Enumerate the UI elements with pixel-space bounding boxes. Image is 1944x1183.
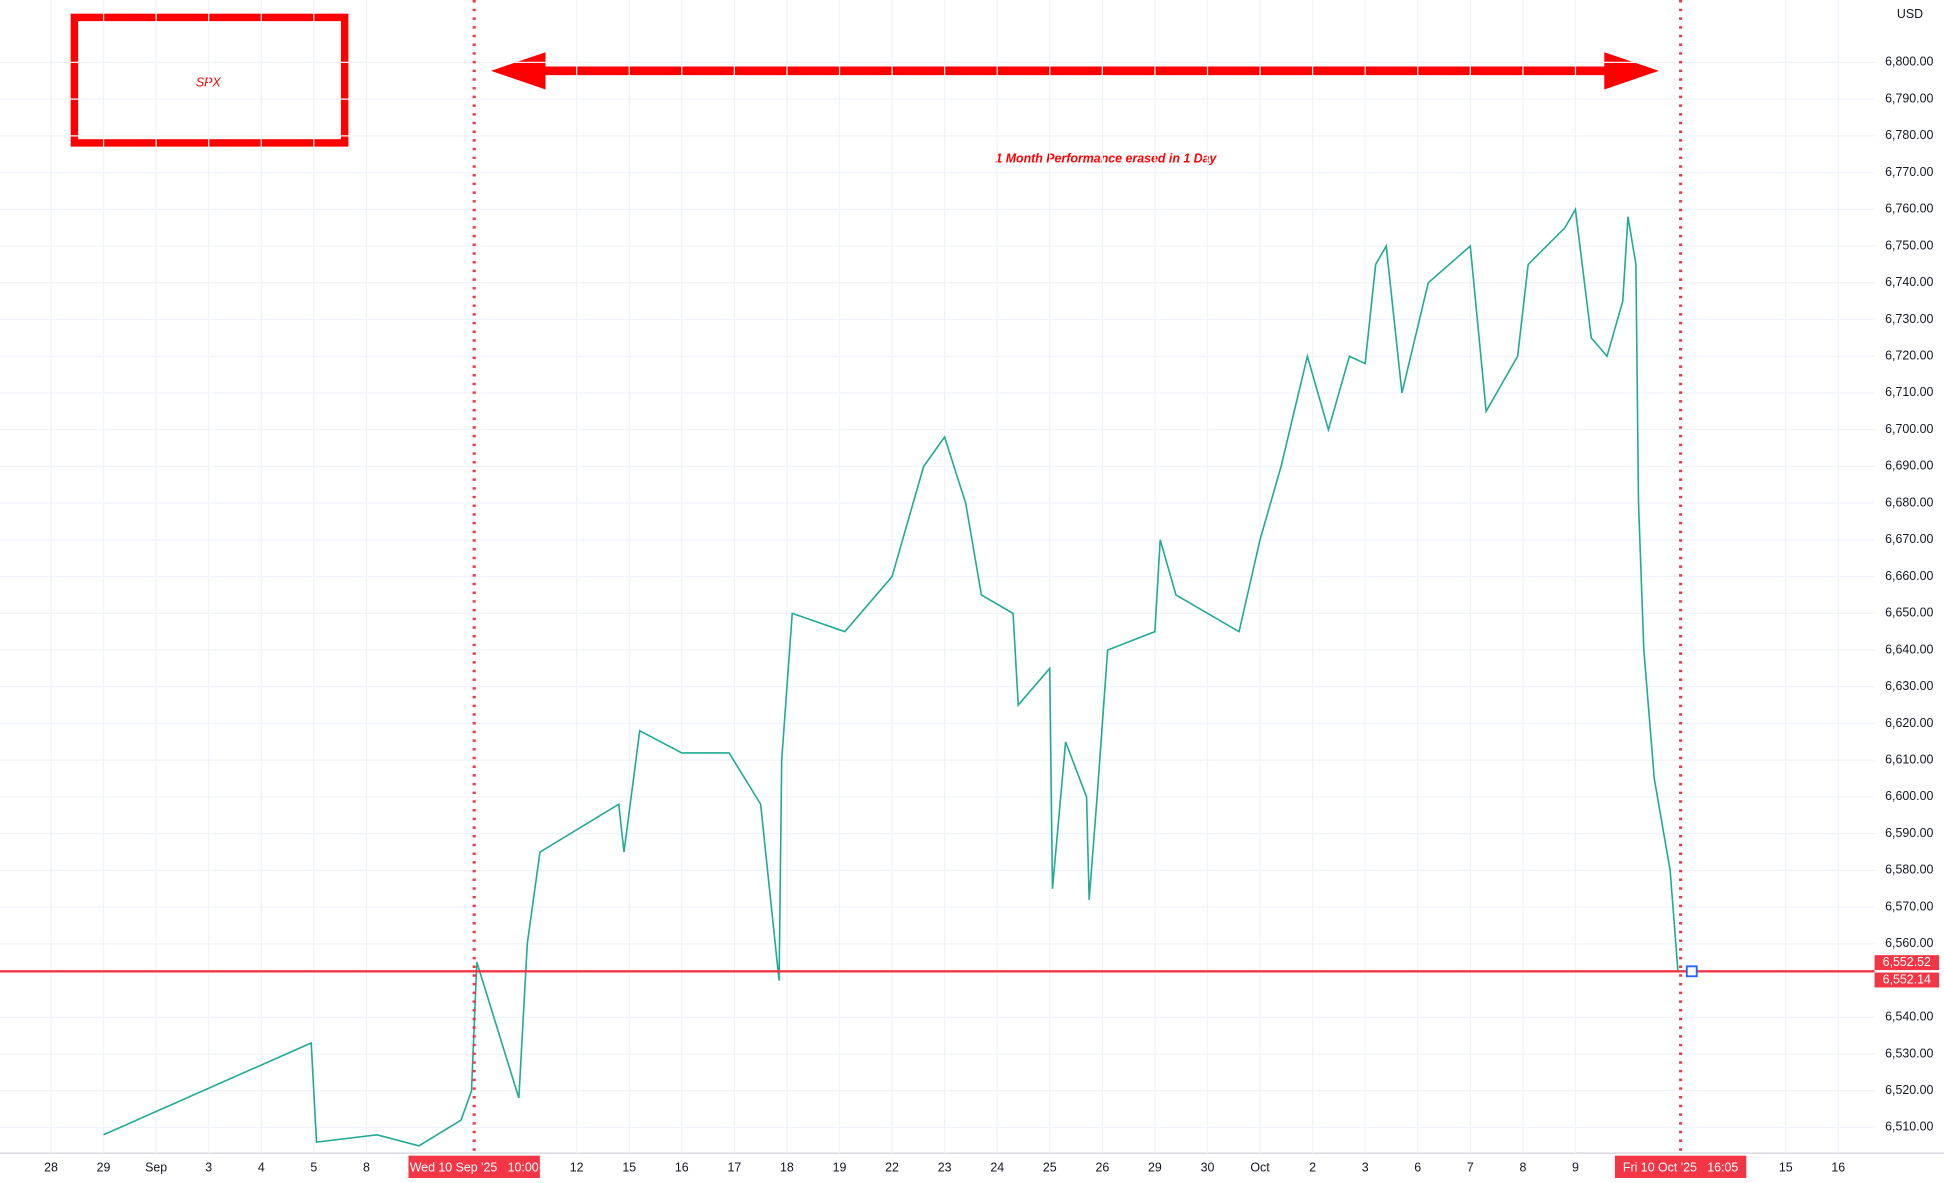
x-tick-label: 24 <box>990 1160 1004 1174</box>
price-label-box <box>1874 955 1940 971</box>
y-tick-label: 6,740.00 <box>1885 275 1933 289</box>
y-tick-label: 6,620.00 <box>1885 716 1933 730</box>
date-label: Fri 10 Oct '25 16:05 <box>1623 1160 1738 1174</box>
x-tick-label: 17 <box>727 1160 741 1174</box>
y-tick-label: 6,780.00 <box>1885 128 1933 142</box>
y-tick-label: 6,760.00 <box>1885 202 1933 216</box>
x-tick-label: 7 <box>1467 1160 1474 1174</box>
x-tick-label: 8 <box>1519 1160 1526 1174</box>
date-label-box <box>1614 1155 1747 1179</box>
x-tick-label: 15 <box>622 1160 636 1174</box>
price-label: 6,552.14 <box>1883 972 1931 986</box>
y-tick-label: 6,510.00 <box>1885 1120 1933 1134</box>
y-tick-label: 6,640.00 <box>1885 642 1933 656</box>
date-label-box <box>408 1155 540 1179</box>
x-tick-label: 12 <box>570 1160 584 1174</box>
price-label-box <box>1874 972 1940 988</box>
y-tick-label: 6,660.00 <box>1885 569 1933 583</box>
x-tick-label: 18 <box>780 1160 794 1174</box>
x-tick-label: 4 <box>258 1160 265 1174</box>
y-tick-label: 6,710.00 <box>1885 385 1933 399</box>
y-tick-label: 6,720.00 <box>1885 349 1933 363</box>
x-tick-label: 16 <box>1831 1160 1845 1174</box>
x-tick-label: 19 <box>833 1160 847 1174</box>
date-label: Wed 10 Sep '25 10:00 <box>410 1160 539 1174</box>
x-tick-label: 9 <box>1572 1160 1579 1174</box>
x-tick-label: 29 <box>1148 1160 1162 1174</box>
x-tick-label: 25 <box>1043 1160 1057 1174</box>
y-tick-label: 6,630.00 <box>1885 679 1933 693</box>
y-tick-label: 6,570.00 <box>1885 899 1933 913</box>
x-tick-label: 5 <box>310 1160 317 1174</box>
y-tick-label: 6,770.00 <box>1885 165 1933 179</box>
x-tick-label: Sep <box>145 1160 167 1174</box>
price-label: 6,552.52 <box>1883 955 1931 969</box>
y-tick-label: 6,750.00 <box>1885 238 1933 252</box>
currency: USD <box>1897 7 1923 21</box>
y-tick-label: 6,730.00 <box>1885 312 1933 326</box>
y-tick-label: 6,670.00 <box>1885 532 1933 546</box>
x-tick-label: 3 <box>205 1160 212 1174</box>
y-tick-label: 6,580.00 <box>1885 863 1933 877</box>
title-box <box>70 13 349 147</box>
y-tick-label: 6,680.00 <box>1885 495 1933 509</box>
x-tick-label: 26 <box>1095 1160 1109 1174</box>
y-tick-label: 6,610.00 <box>1885 752 1933 766</box>
arrow <box>490 52 1659 90</box>
x-tick-label: 28 <box>44 1160 58 1174</box>
y-tick-label: 6,590.00 <box>1885 826 1933 840</box>
x-tick-label: Oct <box>1250 1160 1270 1174</box>
x-tick-label: 3 <box>1362 1160 1369 1174</box>
x-tick-label: 6 <box>1414 1160 1421 1174</box>
y-tick-label: 6,560.00 <box>1885 936 1933 950</box>
x-tick-label: 29 <box>97 1160 111 1174</box>
last-point <box>1685 965 1698 978</box>
x-tick-label: 30 <box>1201 1160 1215 1174</box>
x-tick-label: 22 <box>885 1160 899 1174</box>
x-tick-label: 23 <box>938 1160 952 1174</box>
annotation: 1 Month Performance erased in 1 Day <box>995 151 1217 165</box>
price-line <box>103 206 1679 1147</box>
x-tick-label: 15 <box>1779 1160 1793 1174</box>
x-tick-label: 16 <box>675 1160 689 1174</box>
y-tick-label: 6,800.00 <box>1885 55 1933 69</box>
y-tick-label: 6,650.00 <box>1885 606 1933 620</box>
x-tick-label: 2 <box>1309 1160 1316 1174</box>
y-tick-label: 6,530.00 <box>1885 1046 1933 1060</box>
y-tick-label: 6,690.00 <box>1885 459 1933 473</box>
y-tick-label: 6,540.00 <box>1885 1010 1933 1024</box>
y-tick-label: 6,520.00 <box>1885 1083 1933 1097</box>
x-tick-label: 8 <box>363 1160 370 1174</box>
y-tick-label: 6,600.00 <box>1885 789 1933 803</box>
y-tick-label: 6,700.00 <box>1885 422 1933 436</box>
y-tick-label: 6,790.00 <box>1885 91 1933 105</box>
